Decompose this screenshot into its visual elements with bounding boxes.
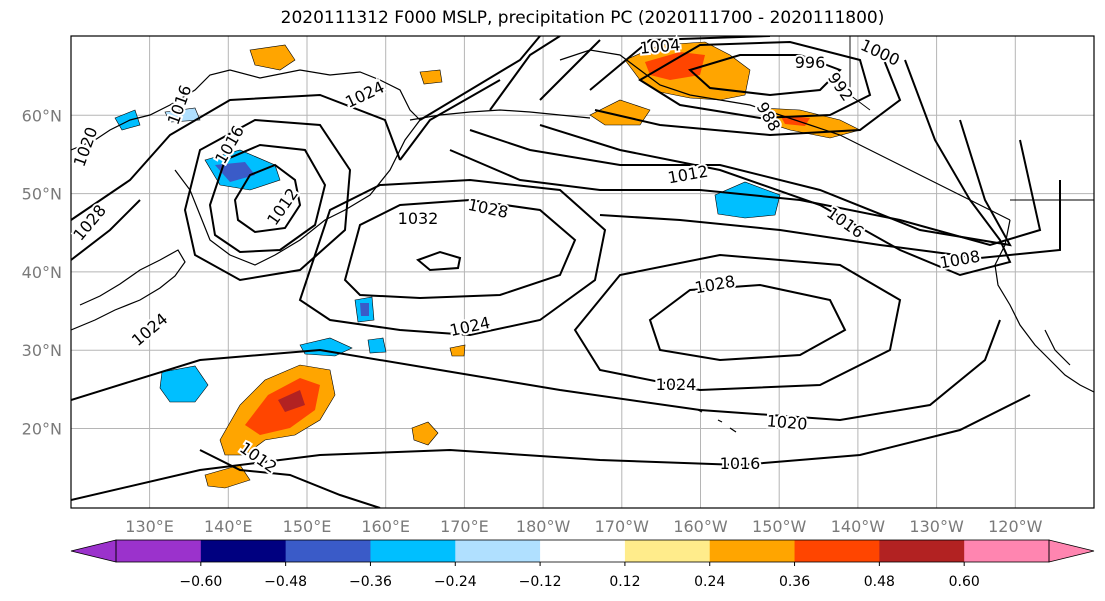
colorbar-swatch xyxy=(624,540,711,562)
precip-area-hawaii-west xyxy=(411,421,439,446)
longitude-label: 170°E xyxy=(440,517,489,536)
longitude-label: 150°E xyxy=(283,517,332,536)
precip-area-small xyxy=(449,344,466,357)
colorbar-tick-label: −0.36 xyxy=(349,574,392,590)
longitude-label: 180°W xyxy=(516,517,571,536)
isobar-1028-w xyxy=(343,198,577,300)
colorbar-tick-label: −0.12 xyxy=(519,574,562,590)
isobar-label: 1024 xyxy=(656,375,697,394)
coastline-baja xyxy=(1044,329,1071,366)
latitude-label: 50°N xyxy=(22,185,62,204)
colorbar-extend-low xyxy=(70,539,117,563)
isobar-label: 1004 xyxy=(639,35,681,57)
longitude-labels: 130°E 140°E 150°E 160°E 170°E 180°W 170°W 160°W… xyxy=(125,517,1042,536)
longitude-label: 120°W xyxy=(988,517,1043,536)
colorbar-swatch xyxy=(455,540,541,562)
colorbar-extend-high xyxy=(1048,539,1095,563)
isobar-1032-w xyxy=(416,250,462,272)
precip-area-alaska-core xyxy=(645,52,705,80)
colorbar-swatch xyxy=(879,540,965,562)
colorbar-swatch xyxy=(116,540,202,562)
neg-precip-kuril-core xyxy=(215,162,255,182)
neg-precip-gulf xyxy=(714,181,781,219)
colorbar-tick-label: 0.12 xyxy=(609,574,640,590)
colorbar-tick-label: 0.24 xyxy=(694,574,725,590)
chart-title: 2020111312 F000 MSLP, precipitation PC (… xyxy=(280,8,885,28)
isobar-1024-e xyxy=(573,253,902,392)
neg-precip-jet-2 xyxy=(367,337,387,354)
precip-area-wpac-max xyxy=(278,390,305,412)
longitude-label: 130°W xyxy=(909,517,964,536)
isobar-1012-nw xyxy=(233,163,302,234)
isobar-1024-nw xyxy=(71,93,401,221)
isobar-1016-n xyxy=(419,36,1042,247)
colorbar-swatch xyxy=(370,540,456,562)
colorbar-tick-label: −0.60 xyxy=(179,574,222,590)
longitude-label: 160°W xyxy=(673,517,728,536)
isobar-996 xyxy=(688,54,842,97)
colorbar-swatch xyxy=(964,540,1050,562)
coastline-asia xyxy=(71,69,421,266)
precipitation-shading xyxy=(114,41,861,489)
colorbar-swatch xyxy=(285,540,371,562)
precip-area-north-1 xyxy=(249,44,296,71)
longitude-label: 140°W xyxy=(831,517,886,536)
longitude-label: 150°W xyxy=(752,517,807,536)
longitude-label: 140°E xyxy=(204,517,253,536)
colorbar-swatch xyxy=(200,540,287,562)
isobar-1020 xyxy=(71,319,1001,422)
isobar-1020-nw xyxy=(183,118,352,282)
longitude-label: 130°E xyxy=(125,517,174,536)
colorbar-tick-label: −0.48 xyxy=(264,574,307,590)
longitude-label: 160°E xyxy=(361,517,410,536)
colorbar-tick-label: 0.48 xyxy=(864,574,895,590)
neg-precip-central-core xyxy=(360,303,369,316)
isobar-1024-w xyxy=(298,178,607,337)
isobar-1016-nw xyxy=(208,143,327,254)
latitude-label: 30°N xyxy=(22,341,62,360)
neg-precip-north-2 xyxy=(164,107,201,123)
isobar-label: 996 xyxy=(795,53,826,72)
colorbar-border xyxy=(115,539,1050,563)
isobar-1016 xyxy=(71,394,1031,501)
isobars xyxy=(71,36,1061,508)
coastline-japan xyxy=(71,249,186,331)
colorbar-swatch xyxy=(794,540,880,562)
isobar-1028-nw xyxy=(71,199,141,261)
colorbar-swatch xyxy=(709,540,796,562)
isobar-1012 xyxy=(469,36,1012,247)
colorbar-tick-label: −0.24 xyxy=(434,574,477,590)
isobar-1000 xyxy=(638,40,872,120)
isobar-1028-e xyxy=(648,283,847,362)
isobar-1020-n xyxy=(399,79,1061,260)
coastline-na xyxy=(994,219,1094,393)
isobar-label: 1020 xyxy=(766,411,808,433)
map-border xyxy=(70,35,1095,509)
coastlines xyxy=(71,36,1094,433)
latitude-label: 20°N xyxy=(22,420,62,439)
colorbar-tick-label: 0.36 xyxy=(779,574,810,590)
coastline-alaska xyxy=(559,49,1011,221)
isobar-1008 xyxy=(539,39,1012,277)
isobar-label: 1016 xyxy=(720,454,761,473)
latitude-labels: 60°N 50°N 40°N 30°N 20°N xyxy=(22,106,62,438)
border-canada xyxy=(849,36,871,111)
latitude-label: 60°N xyxy=(22,106,62,125)
latitude-label: 40°N xyxy=(22,263,62,282)
colorbar-tick-label: 0.60 xyxy=(949,574,980,590)
longitude-label: 170°W xyxy=(595,517,650,536)
graticule xyxy=(71,36,1094,508)
isobar-label: 1032 xyxy=(398,209,439,228)
isobar-1004 xyxy=(589,36,902,137)
isobar-1012-s xyxy=(199,449,381,508)
colorbar: −0.60 −0.48 −0.36 −0.24 −0.12 0.12 0.24 0.36 0.4… xyxy=(70,539,1095,590)
colorbar-swatch xyxy=(540,540,626,562)
neg-precip-wpac xyxy=(159,365,209,403)
precip-area-north-2 xyxy=(419,69,443,85)
